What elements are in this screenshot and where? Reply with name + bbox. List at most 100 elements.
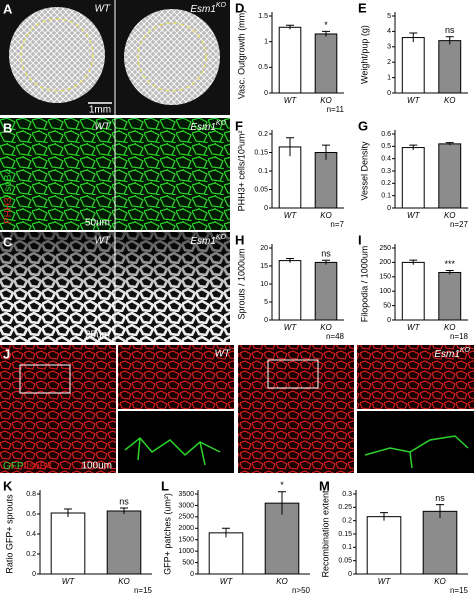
gene: Esm1 [190,4,216,15]
gene: Esm1 [190,236,216,247]
panel-c: C WT Esm1KO 25um [0,232,230,342]
y-tick-label: 0.5 [258,64,268,71]
y-tick-label: 0.1 [381,193,391,200]
y-tick-label: 0.3 [342,491,352,498]
y-tick-label: 0.15 [254,149,268,156]
x-tick-label: WT [407,96,421,105]
n-label: n=18 [450,332,469,341]
bar [366,516,402,575]
panel-letter: M [319,478,330,493]
y-tick-label: 0.05 [338,558,352,565]
outline [20,18,94,92]
stain-green: GFP [3,461,24,472]
error-bar [409,259,418,265]
y-tick-label: 0 [348,571,352,578]
y-axis-label: Filopodia / 1000um [359,246,369,323]
n-label: n=15 [450,586,469,595]
x-tick-label: WT [407,323,421,332]
bar [422,510,458,575]
error-bar [445,269,454,275]
x-tick-label: KO [444,323,456,332]
panel-letter: J [3,346,10,361]
x-tick-label: KO [444,96,456,105]
gene-sup: KO [216,2,227,9]
y-tick-label: 0 [387,90,391,97]
y-tick-label: 100 [379,288,391,295]
x-tick-label: KO [320,323,332,332]
y-tick-label: 2 [387,59,391,66]
bar [438,143,462,209]
y-tick-label: 0.2 [342,518,352,525]
y-tick-label: 2000 [178,525,194,532]
genotype: Esm1KO [434,347,470,360]
significance: ns [445,25,455,35]
error-bar [409,32,418,43]
panel-letter: B [3,120,12,135]
y-tick-label: 1.5 [258,13,268,20]
y-tick-label: 0 [387,317,391,324]
stain-red: PHH3 [3,197,14,224]
error-bar [222,527,230,538]
x-tick-label: WT [284,96,298,105]
n-label: n=11 [327,105,345,114]
gene-sup: KO [216,234,227,241]
panel-letter: D [235,0,244,15]
y-tick-label: 0.2 [258,131,268,138]
panel-letter: H [235,232,244,247]
y-axis-label: Vasc. Outgrowth (mm) [236,10,246,99]
y-tick-label: 0.6 [26,511,36,518]
image [357,345,474,409]
error-bar [286,257,294,263]
genotype: WT [94,236,110,247]
x-tick-label: KO [320,96,332,105]
x-tick-label: WT [284,211,298,220]
n-label: n=15 [134,586,153,595]
scale-label: 25um [85,330,110,341]
y-tick-label: 2500 [178,514,194,521]
error-bar [322,30,330,37]
genotype: WT [94,122,110,133]
y-axis-label: GFP+ patches (um²) [162,493,172,575]
x-tick-label: WT [378,577,392,586]
y-axis-label: Vessel Density [359,141,369,201]
y-tick-label: 1500 [178,537,194,544]
y-tick-label: 4 [387,28,391,35]
y-tick-label: 150 [379,274,391,281]
y-tick-label: 0.5 [381,143,391,150]
genotype: Esm1KO [190,2,226,15]
y-tick-label: 1 [387,74,391,81]
y-axis-label: PHH3+ cells/10³um² [236,131,246,212]
panel-b: B WT Esm1KO PHH3/IsoB4 50um [0,118,230,230]
y-tick-label: 0.6 [381,131,391,138]
bar [314,33,338,94]
error-bar [120,507,128,514]
scale-label: 1mm [89,105,111,116]
stain-label: PHH3/IsoB4 [3,169,14,224]
y-tick-label: 15 [260,263,268,270]
y-tick-label: 0.4 [26,531,36,538]
image [118,345,234,409]
y-tick-label: 0.2 [381,180,391,187]
y-axis-label: Recombination extent [320,490,330,578]
bar [208,532,244,575]
error-bar [445,36,454,45]
error-bar [278,491,286,515]
x-tick-label: KO [118,577,130,586]
y-tick-label: 5 [387,13,391,20]
stain-green: /IsoB4 [3,169,14,198]
genotype: Esm1KO [190,120,226,133]
stain-red: /IsoB4 [24,461,53,472]
x-tick-label: KO [434,577,446,586]
y-tick-label: 0.8 [26,491,36,498]
n-label: n>50 [292,586,311,595]
error-bar [436,504,444,518]
gene-sup: KO [216,120,227,127]
retina [9,7,105,103]
y-tick-label: 0.15 [338,531,352,538]
n-label: n=7 [330,220,344,229]
y-tick-label: 3000 [178,502,194,509]
bar [50,512,86,575]
y-tick-label: 0.05 [254,186,268,193]
y-axis-label: Sprouts / 1000um [236,248,246,319]
x-tick-label: KO [320,211,332,220]
